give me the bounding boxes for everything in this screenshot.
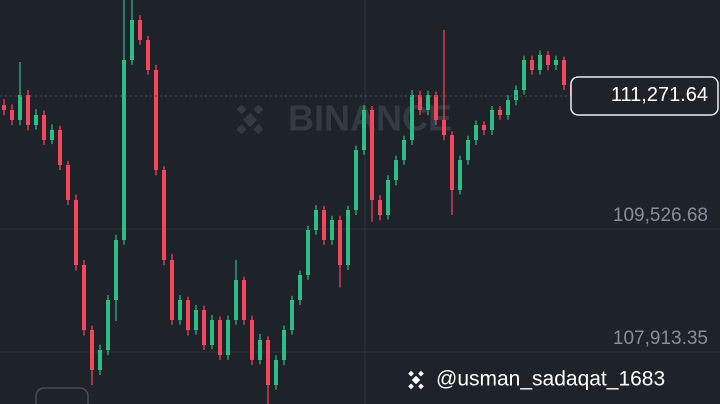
candle-body — [346, 210, 350, 266]
candle-body — [458, 160, 462, 190]
candle-body — [490, 110, 494, 130]
candle-body — [282, 330, 286, 361]
username: @usman_sadaqat_1683 — [436, 368, 665, 391]
candle-body — [138, 19, 142, 41]
candle-body — [90, 330, 94, 370]
candle-body — [66, 164, 70, 200]
candle-body — [442, 120, 446, 136]
candle-body — [386, 180, 390, 215]
candle-body — [154, 69, 158, 171]
candle-body — [298, 275, 302, 301]
candle-body — [354, 150, 358, 211]
candle-body — [194, 309, 198, 331]
candle-body — [58, 129, 62, 165]
candle-body — [146, 40, 150, 70]
candle-body — [554, 60, 558, 66]
candle-body — [178, 300, 182, 320]
candle-body — [26, 94, 30, 126]
candle-body — [250, 319, 254, 361]
candle-body — [234, 280, 238, 320]
candle-body — [114, 240, 118, 301]
candle-body — [42, 114, 46, 140]
candle-body — [482, 125, 486, 130]
candle-body — [522, 60, 526, 91]
candle-body — [82, 265, 86, 331]
candle-body — [506, 100, 510, 115]
candle-body — [338, 220, 342, 266]
candle-body — [258, 340, 262, 361]
candle-body — [546, 54, 550, 66]
candle-body — [306, 230, 310, 276]
candle-body — [290, 300, 294, 331]
candle-body — [426, 94, 430, 111]
candle-body — [74, 199, 78, 266]
candle-body — [98, 350, 102, 370]
candle-body — [410, 94, 414, 140]
candle-body — [226, 319, 230, 356]
candle-body — [450, 135, 454, 190]
candle-body — [562, 60, 566, 86]
candle-body — [322, 210, 326, 241]
candle-body — [514, 90, 518, 101]
candle-body — [170, 259, 174, 320]
candle-body — [274, 360, 278, 386]
y-tick-label: 109,526.68 — [613, 205, 708, 226]
candle-body — [242, 280, 246, 320]
candle-body — [314, 210, 318, 231]
candle-body — [434, 94, 438, 121]
candle-body — [10, 110, 14, 121]
candle-body — [106, 300, 110, 351]
price-label-box — [570, 76, 719, 116]
candle-body — [130, 19, 134, 61]
candle-body — [474, 125, 478, 140]
candle-body — [186, 300, 190, 331]
candle-body — [498, 110, 502, 115]
price-label: 111,271.64 — [611, 84, 708, 106]
candle-body — [466, 139, 470, 161]
candle-body — [34, 114, 38, 126]
candle-body — [370, 110, 374, 200]
candle-body — [378, 199, 382, 215]
candle-body — [330, 220, 334, 241]
candle-body — [162, 170, 166, 260]
candle-body — [202, 309, 206, 345]
candle-body — [210, 319, 214, 345]
candle-body — [538, 54, 542, 70]
candle-body — [402, 139, 406, 161]
candle-body — [50, 129, 54, 140]
candle-body — [530, 60, 534, 70]
y-tick-label: 107,913.35 — [613, 328, 708, 349]
candle-body — [266, 340, 270, 386]
candle-body — [18, 94, 22, 121]
candle-body — [122, 60, 126, 241]
candle-body — [2, 105, 6, 111]
toolbar-button[interactable] — [35, 387, 89, 404]
candle-body — [218, 319, 222, 356]
candle-body — [394, 160, 398, 181]
candle-body — [362, 110, 366, 151]
candle-body — [418, 94, 422, 111]
